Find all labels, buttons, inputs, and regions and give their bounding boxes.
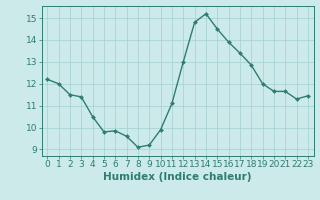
X-axis label: Humidex (Indice chaleur): Humidex (Indice chaleur) — [103, 172, 252, 182]
